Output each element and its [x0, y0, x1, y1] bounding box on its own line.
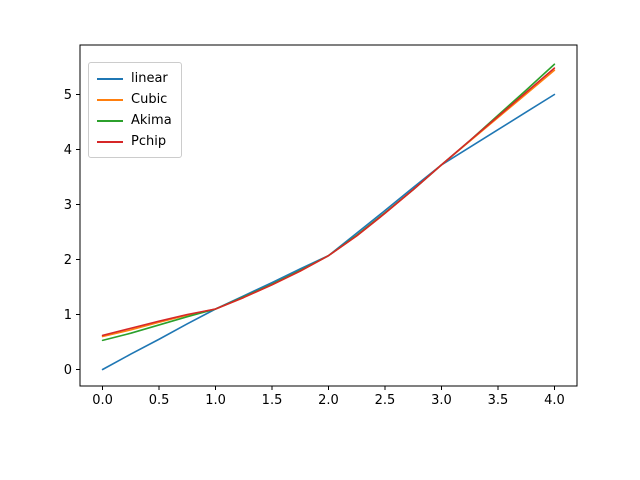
legend-label-pchip: Pchip	[131, 134, 167, 149]
y-tick-label: 4	[64, 143, 72, 158]
legend-item-linear: linear	[97, 68, 173, 89]
legend-label-linear: linear	[131, 71, 168, 86]
series-line-pchip	[101, 67, 556, 337]
legend-item-pchip: Pchip	[97, 131, 173, 152]
legend-label-cubic: Cubic	[131, 92, 168, 107]
legend-item-akima: Akima	[97, 110, 173, 131]
x-tick-label: 1.5	[262, 393, 283, 408]
x-tick-label: 2.0	[318, 393, 339, 408]
x-tick-label: 0.0	[92, 393, 113, 408]
y-tick-label: 2	[64, 253, 72, 268]
legend-line-swatch-cubic	[97, 98, 123, 101]
y-tick-label: 3	[64, 198, 72, 213]
x-tick-label: 3.5	[488, 393, 509, 408]
y-tick-label: 5	[64, 88, 72, 103]
legend-box: linear Cubic Akima Pchip	[88, 62, 182, 158]
legend-line-swatch-akima	[97, 119, 123, 122]
x-tick-label: 0.5	[149, 393, 170, 408]
legend-line-swatch-linear	[97, 77, 123, 80]
y-tick-label: 0	[64, 363, 72, 378]
x-tick-label: 1.0	[205, 393, 226, 408]
legend-item-cubic: Cubic	[97, 89, 173, 110]
legend-label-akima: Akima	[131, 113, 172, 128]
x-tick-label: 4.0	[544, 393, 565, 408]
legend-line-swatch-pchip	[97, 140, 123, 143]
y-tick-label: 1	[64, 308, 72, 323]
x-tick-label: 3.0	[431, 393, 452, 408]
x-tick-label: 2.5	[375, 393, 396, 408]
